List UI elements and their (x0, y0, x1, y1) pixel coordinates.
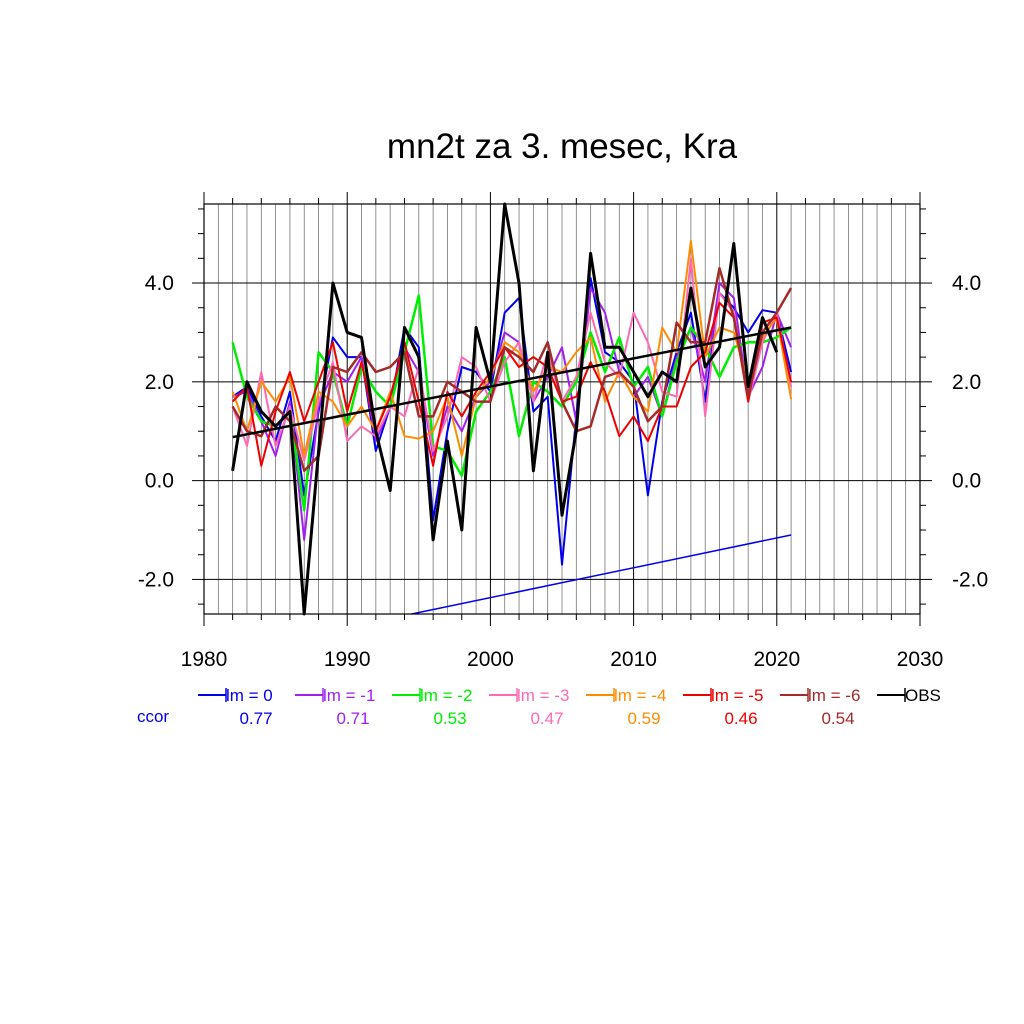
x-tick-label: 2020 (753, 648, 800, 671)
trend-lines (232, 326, 792, 615)
legend-ccor-value: 0.54 (821, 709, 854, 728)
y-tick-label-right: 4.0 (952, 272, 981, 295)
x-tick-label: 1990 (324, 648, 371, 671)
series-line-lm-1 (232, 282, 793, 541)
x-tick-label: 2000 (467, 648, 514, 671)
x-tick-label: 1980 (181, 648, 228, 671)
y-tick-label-left: 0.0 (145, 470, 174, 493)
y-tick-label-right: -2.0 (952, 568, 988, 591)
legend-entry-label: lm = 0 (226, 686, 273, 705)
legend-entry-label: lm = -5 (711, 686, 763, 705)
grid (204, 204, 920, 614)
legend-ccor-value: 0.47 (530, 709, 563, 728)
x-tick-label: 2010 (610, 648, 657, 671)
trend-line (411, 534, 792, 615)
legend-entry-label: lm = -2 (420, 686, 472, 705)
legend-entry-label: lm = -3 (517, 686, 569, 705)
legend-ccor-value: 0.46 (724, 709, 757, 728)
legend: ccor lm = 0 0.77 lm = -1 0.71 lm = -2 0.53 lm =… (137, 686, 941, 728)
y-tick-label-left: 4.0 (145, 272, 174, 295)
trend-line (232, 326, 792, 439)
legend-entry-label: OBS (905, 686, 941, 705)
axis-ticks: 1980 1990 2000 2010 2020 2030 -2.0 -2.0 0.0 0.0 2.… (138, 192, 988, 671)
y-tick-label-left: -2.0 (138, 568, 174, 591)
series-line-lm-4 (231, 240, 793, 457)
legend-ccor-value: 0.53 (433, 709, 466, 728)
x-tick-label: 2030 (897, 648, 944, 671)
legend-entry-label: lm = -6 (808, 686, 860, 705)
legend-header: ccor (137, 707, 169, 726)
y-tick-label-right: 2.0 (952, 371, 981, 394)
legend-ccor-value: 0.71 (336, 709, 369, 728)
series-line-lm-6 (231, 266, 793, 472)
y-tick-label-left: 2.0 (145, 371, 174, 394)
plot-frame (203, 203, 921, 615)
legend-ccor-value: 0.59 (627, 709, 660, 728)
chart-title: mn2t za 3. mesec, Kra (387, 127, 738, 166)
y-tick-label-right: 0.0 (952, 470, 981, 493)
legend-entry-label: lm = -4 (614, 686, 666, 705)
legend-entry-label: lm = -1 (323, 686, 375, 705)
legend-ccor-value: 0.77 (239, 709, 272, 728)
